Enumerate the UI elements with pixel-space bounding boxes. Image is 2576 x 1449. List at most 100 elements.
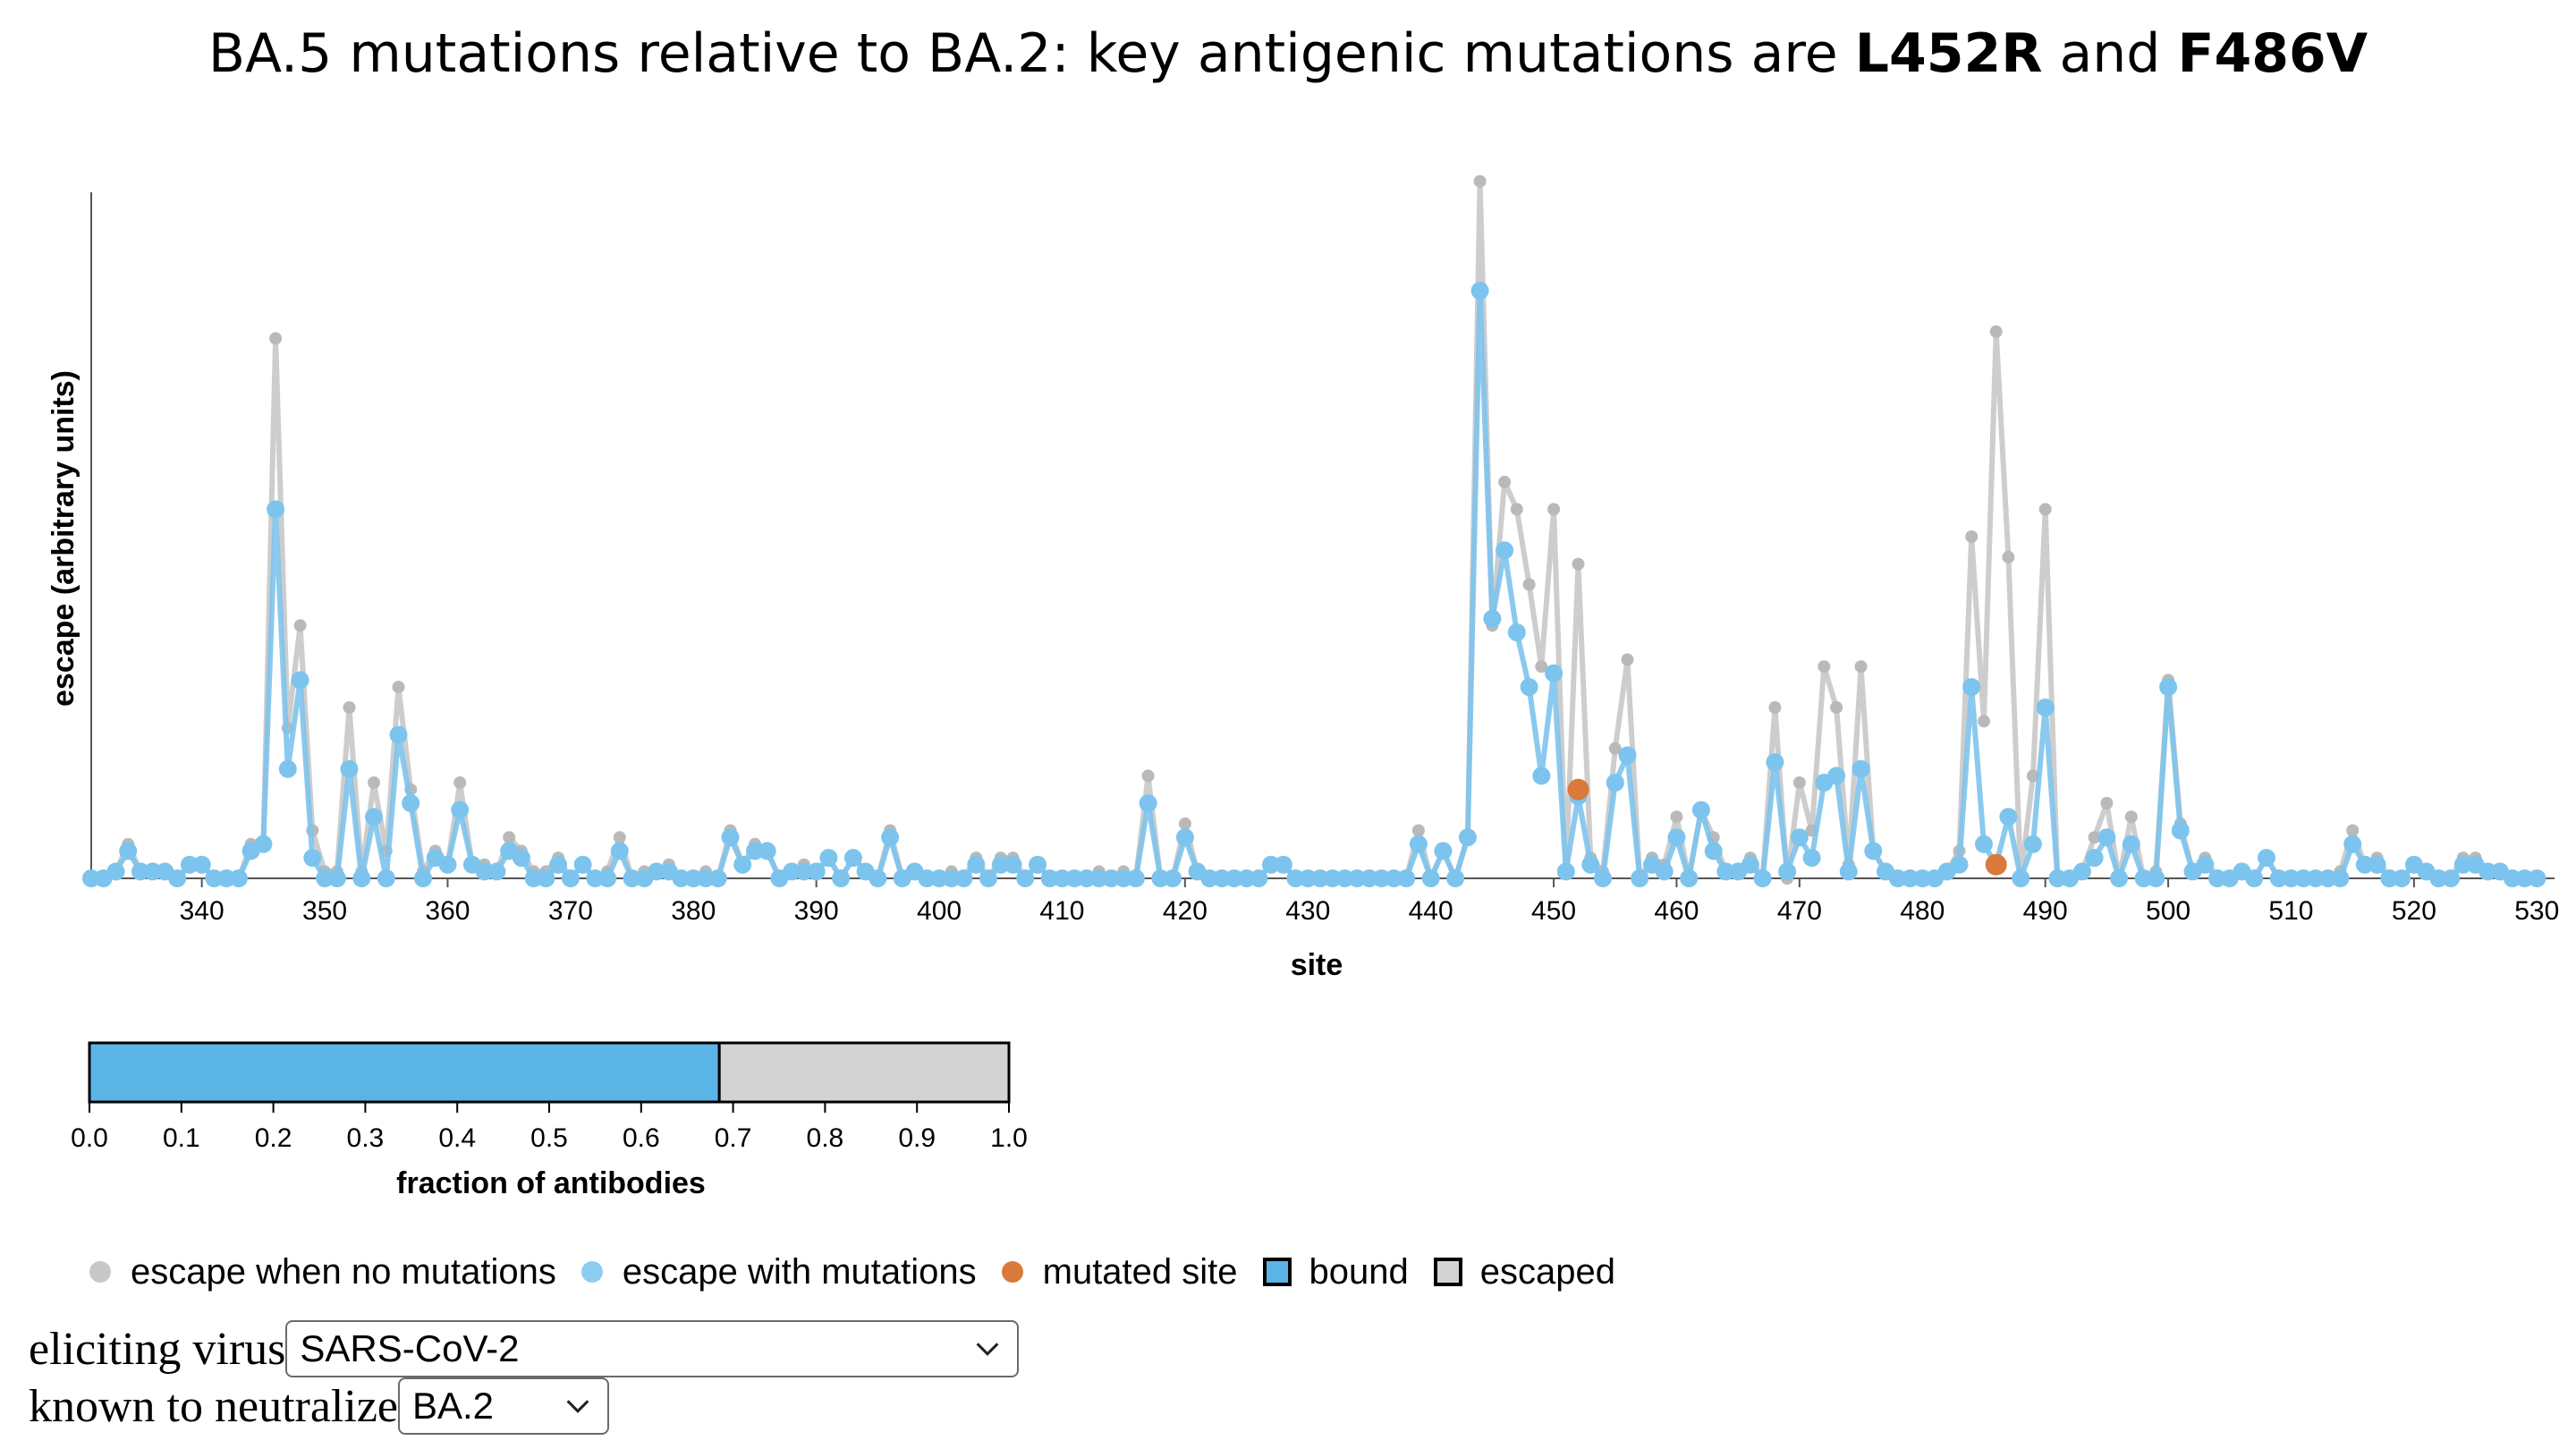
- eliciting-virus-select[interactable]: SARS-CoV-2: [285, 1320, 1020, 1377]
- point-no-mutations: [2100, 797, 2114, 809]
- point-with-mutations: [2380, 869, 2399, 887]
- point-with-mutations: [832, 869, 851, 887]
- series-line-no-mutations: [91, 178, 2538, 881]
- point-with-mutations: [192, 855, 211, 874]
- point-with-mutations: [1766, 753, 1784, 772]
- x-tick-label: 520: [2392, 896, 2436, 926]
- point-with-mutations: [1102, 869, 1121, 887]
- point-with-mutations: [758, 842, 776, 860]
- point-with-mutations: [1029, 855, 1046, 874]
- point-with-mutations: [1594, 869, 1612, 887]
- point-with-mutations: [1864, 842, 1883, 860]
- legend-item-with-mutations: escape with mutations: [580, 1252, 977, 1292]
- mutated-site-point: [1985, 853, 2007, 876]
- x-tick-label: 440: [1409, 896, 1453, 926]
- point-with-mutations: [512, 849, 530, 868]
- point-with-mutations: [119, 842, 138, 860]
- point-no-mutations: [1510, 503, 1523, 516]
- point-with-mutations: [1348, 869, 1367, 887]
- point-with-mutations: [451, 801, 470, 819]
- x-tick-label: 460: [1654, 896, 1699, 926]
- point-with-mutations: [1250, 869, 1268, 887]
- point-with-mutations: [327, 869, 346, 887]
- point-no-mutations: [503, 831, 516, 844]
- x-tick-label: 390: [794, 896, 839, 926]
- point-with-mutations: [254, 835, 273, 853]
- point-with-mutations: [942, 869, 961, 887]
- point-with-mutations: [2023, 835, 2042, 853]
- legend: escape when no mutations escape with mut…: [89, 1245, 1640, 1299]
- point-with-mutations: [1077, 869, 1096, 887]
- bar-segment-escaped: [717, 1041, 1011, 1104]
- point-with-mutations: [967, 855, 986, 874]
- point-with-mutations: [524, 869, 543, 887]
- point-with-mutations: [2453, 855, 2472, 874]
- point-with-mutations: [1716, 862, 1735, 881]
- point-no-mutations: [1965, 530, 1979, 543]
- point-with-mutations: [1741, 855, 1759, 874]
- point-with-mutations: [487, 862, 506, 881]
- point-with-mutations: [918, 869, 936, 887]
- page-title: BA.5 mutations relative to BA.2: key ant…: [0, 16, 2576, 91]
- known-to-neutralize-label: known to neutralize: [29, 1380, 398, 1432]
- point-with-mutations: [672, 869, 691, 887]
- point-with-mutations: [180, 855, 199, 874]
- point-with-mutations: [684, 869, 703, 887]
- point-with-mutations: [1114, 869, 1133, 887]
- legend-item-bound: bound: [1262, 1251, 1409, 1292]
- point-with-mutations: [1655, 862, 1674, 881]
- point-with-mutations: [573, 855, 592, 874]
- known-to-neutralize-select[interactable]: BA.2: [397, 1377, 609, 1435]
- point-with-mutations: [783, 862, 801, 881]
- legend-item-mutated-site: mutated site: [1001, 1252, 1238, 1292]
- point-with-mutations: [1409, 835, 1428, 853]
- title-conjunction: and: [2042, 22, 2178, 85]
- point-with-mutations: [1618, 746, 1637, 765]
- point-with-mutations: [2306, 869, 2325, 887]
- fraction-axis-label: fraction of antibodies: [396, 1166, 706, 1200]
- x-tick-label: 350: [302, 896, 347, 926]
- point-with-mutations: [82, 869, 100, 887]
- x-tick-label: 360: [425, 896, 470, 926]
- point-with-mutations: [610, 842, 629, 860]
- point-with-mutations: [1372, 869, 1391, 887]
- point-with-mutations: [1606, 774, 1624, 792]
- point-with-mutations: [2122, 835, 2140, 853]
- point-with-mutations: [598, 869, 617, 887]
- legend-marker-with-mutations: [580, 1261, 603, 1283]
- point-with-mutations: [1200, 869, 1219, 887]
- point-with-mutations: [1520, 678, 1538, 697]
- point-with-mutations: [991, 855, 1010, 874]
- legend-label-bound: bound: [1309, 1251, 1409, 1292]
- point-no-mutations: [2088, 831, 2101, 844]
- point-with-mutations: [1753, 869, 1772, 887]
- point-with-mutations: [1164, 869, 1182, 887]
- point-with-mutations: [2159, 678, 2178, 697]
- point-with-mutations: [1421, 869, 1440, 887]
- point-with-mutations: [1224, 869, 1243, 887]
- point-with-mutations: [561, 869, 580, 887]
- point-with-mutations: [2048, 869, 2067, 887]
- point-with-mutations: [1545, 664, 1563, 682]
- point-with-mutations: [2085, 849, 2104, 868]
- point-with-mutations: [697, 869, 715, 887]
- point-no-mutations: [368, 776, 380, 789]
- point-with-mutations: [414, 869, 432, 887]
- point-with-mutations: [1631, 869, 1649, 887]
- point-with-mutations: [869, 869, 887, 887]
- legend-item-escaped: escaped: [1433, 1252, 1615, 1292]
- point-with-mutations: [106, 862, 125, 881]
- escape-chart: 340 350 360 370 380 390 400 410 420 430 440 450 460 4…: [47, 174, 2559, 1200]
- point-with-mutations: [819, 849, 838, 868]
- point-with-mutations: [1139, 794, 1157, 812]
- point-with-mutations: [168, 869, 187, 887]
- point-with-mutations: [733, 855, 752, 874]
- point-with-mutations: [2072, 862, 2091, 881]
- title-text: BA.5 mutations relative to BA.2: key ant…: [208, 22, 1855, 85]
- point-no-mutations: [2002, 550, 2015, 564]
- point-no-mutations: [1608, 741, 1622, 755]
- point-with-mutations: [2208, 869, 2226, 887]
- point-with-mutations: [2479, 862, 2497, 881]
- point-no-mutations: [1792, 776, 1806, 789]
- point-no-mutations: [1989, 325, 2003, 338]
